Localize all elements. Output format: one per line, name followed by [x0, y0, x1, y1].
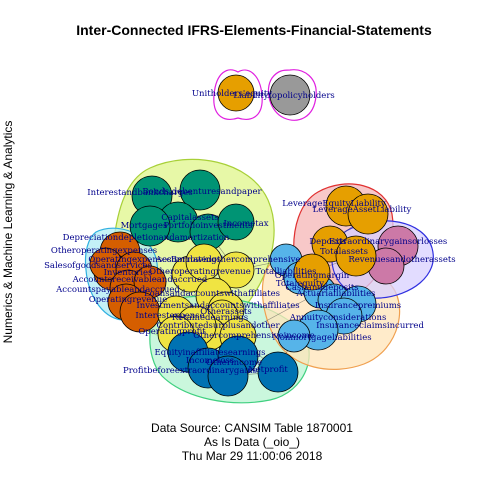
node-label: Othercomprehensiveincome	[193, 331, 314, 341]
node-circle[interactable]	[207, 355, 249, 397]
node-label: Incomeloss	[186, 356, 234, 366]
node-label: Revenuesandotherassets	[348, 255, 455, 265]
node-label: Salesofgoodsandservices	[44, 261, 152, 271]
node-circle[interactable]	[129, 205, 171, 247]
node-label: Bonds,debenturesandpaper	[142, 187, 262, 197]
node-label: Interestandbankcharges	[87, 188, 192, 198]
diagram-title: Inter-Connected IFRS-Elements-Financial-…	[76, 22, 432, 38]
node-label: LeverageEquityLiability	[282, 199, 386, 209]
y-axis-label: Numerics & Machine Learning & Analytics	[1, 121, 15, 344]
node-label: Operatingexpenses	[88, 255, 171, 265]
node-circle[interactable]	[179, 169, 221, 211]
node-label: Equityinaffiliatesearnings	[154, 348, 265, 358]
node-label: Unitholders'equity	[192, 89, 272, 99]
node-circle[interactable]	[335, 235, 377, 277]
node-label: Otherincome	[206, 358, 262, 368]
node-circle[interactable]	[269, 74, 311, 116]
node-label: Insurancepremiums	[315, 301, 401, 311]
node-label: Retainedearnings	[172, 313, 248, 323]
node-label: Totalassets	[320, 247, 368, 257]
node-label: Investmentsandaccountswithaffiliates	[136, 301, 299, 311]
node-label: Annuityconsiderations	[289, 313, 387, 323]
node-label: Accountspayableandaccrued	[55, 285, 180, 295]
node-label: Interestexpense	[135, 311, 204, 321]
node-label: Totalequity	[276, 279, 324, 289]
node-label: Accountsreceivableandaccrued	[72, 275, 208, 285]
node-label: Operatingmargin	[275, 271, 350, 281]
node-label: Insuranceclaimsincurred	[316, 321, 424, 331]
node-labels: Unitholders'equityLiabilitytopolicyholde…	[44, 89, 456, 376]
footer: Data Source: CANSIM Table 1870001 As Is …	[151, 421, 353, 463]
group-hull-policyholders	[213, 69, 263, 120]
node-label: Otherassets	[200, 307, 252, 317]
node-circle[interactable]	[293, 253, 331, 291]
footer-note: As Is Data (_oio_)	[204, 435, 300, 449]
node-label: Borrowings	[171, 255, 221, 265]
node-label: Profitbeforeextraordinarygains	[123, 366, 257, 376]
node-label: Nonmortgageliabilities	[272, 333, 371, 343]
node-label: Capitalassets	[161, 213, 219, 223]
node-label: Operatingrevenue	[89, 295, 168, 305]
node-label: Loansandaccountswithaffiliates	[144, 289, 280, 299]
node-circle[interactable]	[217, 203, 255, 241]
node-circle[interactable]	[257, 351, 299, 393]
node-label: Actuarialliabilities	[295, 289, 375, 299]
node-label: LeverageAssetLiability	[313, 205, 412, 215]
footer-source: Data Source: CANSIM Table 1870001	[151, 421, 353, 435]
node-label: Accumulatedothercomprehensive	[155, 255, 301, 265]
node-label: Contributedsurplusandother	[156, 321, 280, 331]
node-label: Deposits	[309, 237, 346, 247]
node-circle[interactable]	[347, 193, 389, 235]
node-label: Otheroperatingexpenses	[51, 246, 157, 256]
node-label: Extraordinarygainsorlosses	[329, 237, 448, 247]
node-label: Cashanddeposits	[285, 283, 358, 293]
node-label: Incometax	[223, 219, 268, 229]
nodes	[89, 74, 419, 397]
group-hull-policyholders	[267, 69, 317, 121]
node-label: Portfolioinvestments	[164, 221, 253, 231]
footer-timestamp: Thu Mar 29 11:00:06 2018	[182, 449, 323, 463]
node-label: Depreciationdepletionandamortization	[63, 233, 230, 243]
node-label: Inventories	[104, 268, 153, 278]
node-circle[interactable]	[217, 74, 255, 112]
node-circle[interactable]	[217, 251, 255, 289]
node-label: Operatingprofit	[138, 327, 206, 337]
node-circle[interactable]	[277, 319, 311, 353]
node-label: Otheroperatingrevenue	[149, 267, 251, 277]
node-label: Liabilitytopolicyholders	[233, 91, 335, 101]
node-label: Totalliabilities	[256, 267, 317, 277]
node-label: Mortgages	[121, 221, 168, 231]
node-label: Netprofit	[248, 365, 288, 375]
